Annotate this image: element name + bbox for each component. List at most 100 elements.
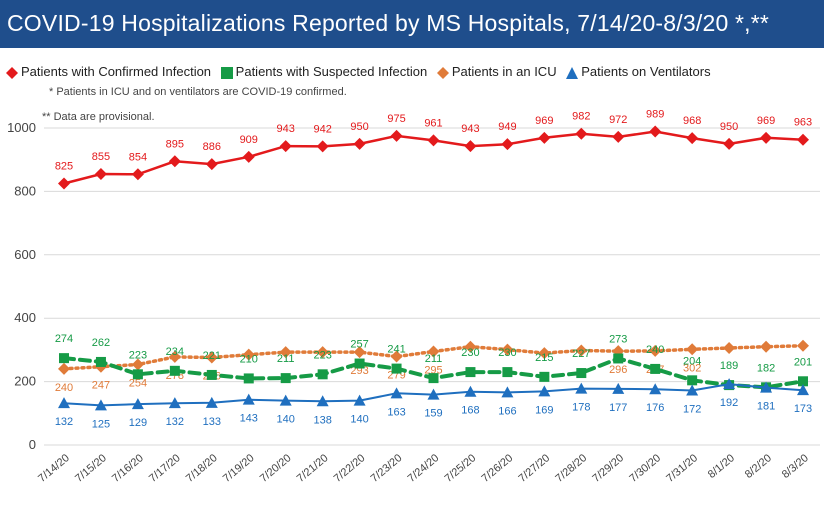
data-point (168, 155, 181, 168)
data-point (242, 348, 255, 361)
x-tick-label: 7/27/20 (516, 452, 552, 485)
diamond-icon (6, 66, 18, 79)
x-tick-label: 7/22/20 (332, 452, 368, 485)
data-point (723, 137, 736, 150)
data-point (575, 382, 588, 394)
data-point (538, 347, 551, 360)
data-point (94, 167, 107, 180)
data-point (59, 353, 69, 364)
data-point (390, 387, 403, 399)
data-point (798, 376, 808, 387)
data-point (723, 378, 736, 390)
x-tick-label: 7/19/20 (221, 452, 257, 485)
x-tick-label: 7/23/20 (369, 452, 405, 485)
data-label: 143 (240, 413, 258, 425)
data-label: 192 (720, 397, 738, 409)
legend-item-icu: Patients in an ICU (436, 64, 557, 79)
data-label: 982 (572, 111, 590, 123)
data-label: 969 (757, 115, 775, 127)
data-label: 181 (757, 401, 775, 413)
data-label: 140 (350, 414, 368, 426)
data-point (353, 137, 366, 150)
data-label: 138 (313, 414, 331, 426)
data-point (169, 365, 180, 376)
data-point (279, 140, 292, 153)
y-tick-label: 800 (14, 183, 36, 198)
data-point (353, 394, 366, 406)
note-icu-ventilators: * Patients in ICU and on ventilators are… (49, 86, 347, 98)
data-point (280, 373, 291, 384)
x-tick-label: 7/16/20 (110, 452, 146, 485)
data-point (427, 345, 440, 358)
data-point (575, 127, 588, 140)
legend-item-confirmed: Patients with Confirmed Infection (6, 64, 211, 79)
data-point (760, 340, 773, 353)
data-label: 189 (720, 360, 738, 372)
triangle-icon (566, 66, 579, 79)
y-tick-label: 600 (14, 247, 36, 262)
data-label: 125 (92, 418, 110, 430)
x-tick-label: 7/30/20 (627, 452, 663, 485)
data-label: 895 (166, 138, 184, 150)
legend-label-suspected: Patients with Suspected Infection (235, 64, 428, 79)
data-label: 132 (55, 416, 73, 428)
data-point (95, 356, 106, 367)
data-point (205, 396, 218, 408)
data-point (168, 397, 181, 409)
x-tick-label: 7/14/20 (36, 452, 72, 485)
data-label: 177 (609, 402, 627, 414)
y-tick-label: 0 (29, 437, 36, 452)
data-point (206, 369, 217, 380)
data-point (612, 130, 625, 143)
data-label: 230 (461, 347, 479, 359)
data-label: 201 (794, 356, 812, 368)
data-label: 274 (55, 333, 73, 345)
data-point (723, 341, 736, 354)
data-point (205, 158, 218, 171)
data-label: 969 (535, 115, 553, 127)
data-point (464, 340, 477, 353)
data-point (687, 375, 698, 386)
data-label: 230 (498, 347, 516, 359)
data-label: 296 (609, 364, 627, 376)
data-label: 975 (387, 113, 405, 125)
data-point (205, 351, 218, 364)
data-point (279, 394, 292, 406)
x-tick-label: 7/21/20 (295, 452, 331, 485)
note-provisional: ** Data are provisional. (42, 111, 155, 123)
data-point (131, 358, 144, 371)
data-label: 215 (535, 352, 553, 364)
data-point (464, 140, 477, 153)
y-tick-label: 200 (14, 374, 36, 389)
x-tick-label: 7/29/20 (590, 452, 626, 485)
data-label: 257 (350, 339, 368, 351)
x-tick-label: 7/15/20 (73, 452, 109, 485)
data-label: 989 (646, 108, 664, 120)
data-point (576, 368, 587, 379)
data-point (760, 381, 773, 393)
data-point (797, 384, 809, 396)
data-label: 972 (609, 114, 627, 126)
data-label: 825 (55, 160, 73, 172)
data-label: 950 (720, 121, 738, 133)
data-label: 172 (683, 403, 701, 415)
data-point (316, 395, 329, 407)
x-tick-label: 7/25/20 (443, 452, 479, 485)
data-label: 963 (794, 117, 812, 129)
data-label: 855 (92, 151, 110, 163)
legend: Patients with Confirmed Infection Patien… (6, 64, 717, 82)
data-label: 166 (498, 405, 516, 417)
legend-item-ventilators: Patients on Ventilators (566, 64, 711, 79)
data-label: 942 (313, 123, 331, 135)
data-label: 223 (313, 349, 331, 361)
data-label: 241 (387, 344, 405, 356)
diamond-icon (436, 66, 449, 79)
data-label: 854 (129, 151, 147, 163)
data-point (501, 343, 514, 356)
data-label: 176 (646, 402, 664, 414)
data-point (132, 369, 143, 380)
data-point (242, 150, 255, 163)
data-label: 247 (92, 380, 110, 392)
data-label: 949 (498, 121, 516, 133)
data-label: 240 (646, 344, 664, 356)
